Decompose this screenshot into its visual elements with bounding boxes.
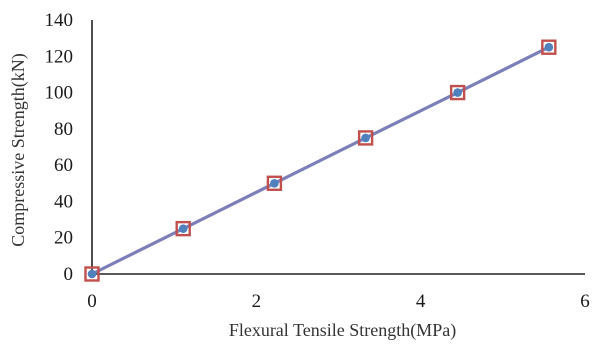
x-tick-label: 6 (580, 291, 590, 312)
data-point-square (357, 130, 374, 146)
data-point-dot (270, 178, 279, 188)
data-point-dot (544, 42, 554, 52)
series-layer (84, 39, 557, 282)
y-tick-label: 80 (54, 119, 73, 140)
y-tick-label: 120 (45, 46, 74, 67)
data-point-square (84, 266, 100, 282)
data-point-square (175, 220, 191, 237)
x-tick-label: 2 (252, 291, 262, 312)
y-axis: 0 20 40 60 80 100 120 140 (45, 10, 93, 285)
y-tick-label: 60 (54, 155, 73, 176)
series-line (91, 45, 550, 276)
x-tick-label: 4 (416, 291, 426, 312)
y-axis-title: Compressive Strength(kN) (8, 53, 29, 246)
x-tick-label: 0 (87, 291, 97, 312)
data-point-square (449, 84, 466, 101)
data-point-square (266, 175, 283, 191)
data-point-dot (361, 133, 370, 143)
x-tick-labels: 0 2 4 6 (87, 291, 590, 312)
x-axis-title: Flexural Tensile Strength(MPa) (229, 320, 456, 341)
y-tick-label: 100 (45, 83, 74, 104)
y-tick-label: 40 (54, 191, 73, 212)
y-tick-labels: 0 20 40 60 80 100 120 140 (45, 10, 74, 285)
y-tick-label: 0 (64, 264, 74, 285)
x-axis: 0 2 4 6 (87, 273, 590, 312)
y-tick-label: 20 (54, 228, 73, 249)
data-point-square (541, 39, 557, 55)
data-point-dot (178, 224, 188, 233)
data-point-dot (87, 269, 97, 279)
y-tick-label: 140 (45, 10, 74, 31)
data-point-dot (453, 88, 462, 97)
